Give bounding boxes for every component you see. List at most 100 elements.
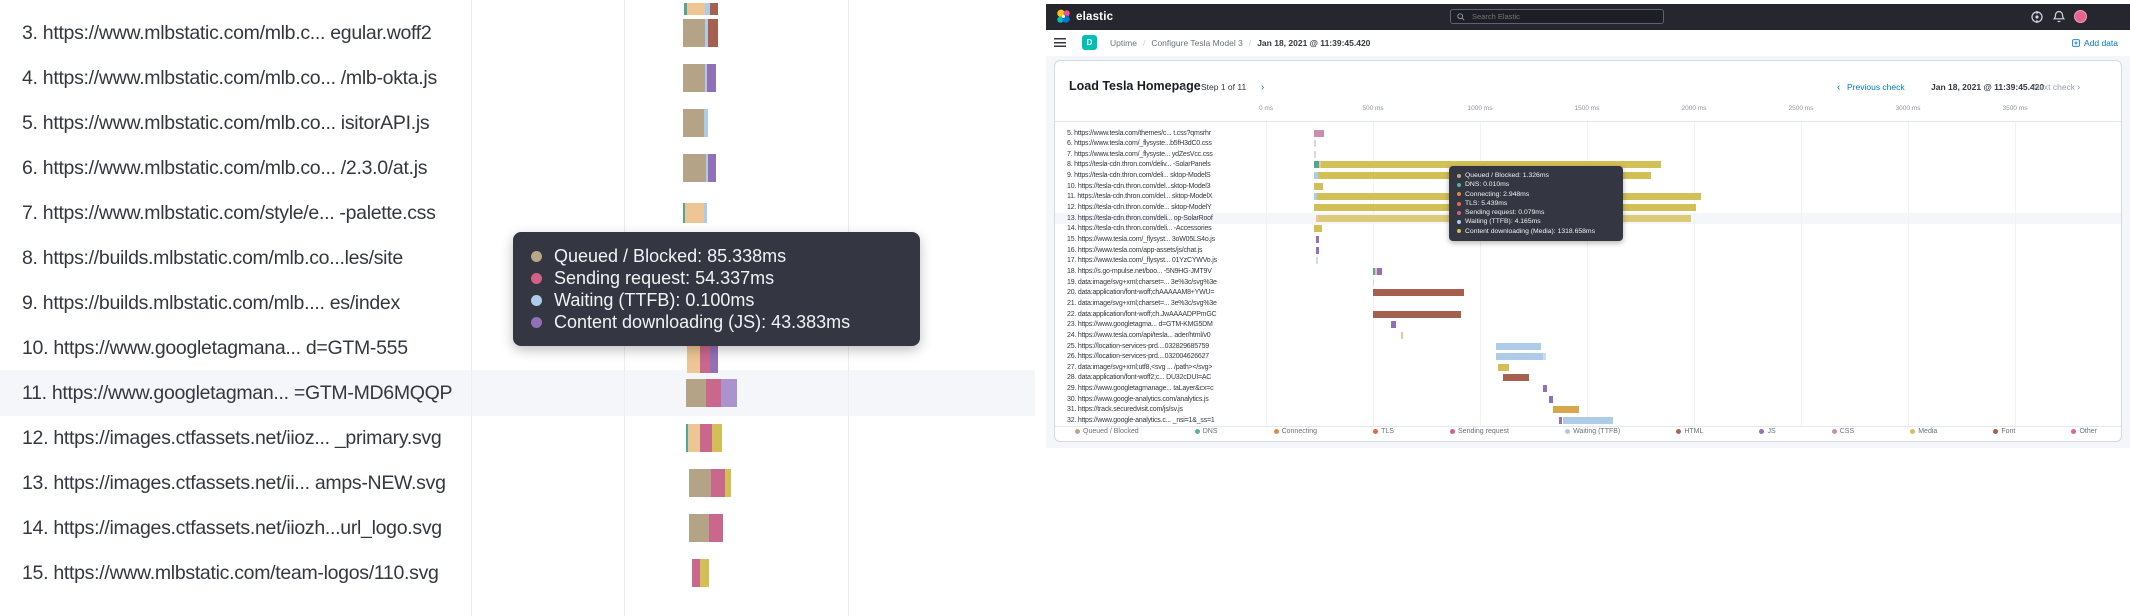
bar-segment-dns[interactable]	[683, 203, 685, 223]
bar-segment-sending-request[interactable]	[700, 424, 712, 452]
elastic-logo[interactable]: elastic	[1056, 9, 1113, 24]
add-data-button[interactable]: Add data	[2072, 30, 2118, 56]
bar-segment-other[interactable]	[1314, 140, 1316, 148]
bar-segment-other[interactable]	[1543, 353, 1546, 361]
legend-label: Queued / Blocked	[1083, 427, 1139, 435]
request-url: 12. https://tesla-cdn.thron.com/de... sk…	[1067, 204, 1212, 212]
bar-segment-download-js[interactable]	[1549, 395, 1553, 403]
bar-segment-queued-blocked[interactable]	[683, 19, 705, 47]
bar-segment-connecting[interactable]	[1401, 331, 1403, 339]
bar-segment-download-js[interactable]	[1543, 385, 1547, 393]
bar-segment-sending-request[interactable]	[706, 379, 721, 407]
bar-segment-download-js[interactable]	[707, 64, 716, 92]
bar-segment-queued-blocked[interactable]	[689, 514, 709, 542]
bar-segment-sending-request[interactable]	[700, 345, 710, 373]
bar-segment-connecting[interactable]	[685, 203, 704, 223]
bar-segment-download-js[interactable]	[1316, 236, 1319, 243]
bar-segment-download-font[interactable]	[708, 19, 718, 47]
bar-segment-queued-blocked[interactable]	[689, 469, 711, 497]
bar-segment-connecting[interactable]	[1375, 267, 1377, 275]
breadcrumb-monitor[interactable]: Configure Tesla Model 3	[1151, 38, 1243, 48]
bar-segment-waiting-ttfb[interactable]	[1496, 342, 1541, 350]
bar-segment-other[interactable]	[1373, 278, 1374, 286]
step-title: Load Tesla Homepage	[1069, 79, 1201, 93]
bar-segment-download-media[interactable]	[1321, 161, 1661, 169]
axis-tick-label: 2500 ms	[1788, 105, 1814, 112]
alerts-bell-icon[interactable]	[2052, 10, 2066, 24]
bar-segment-download-media[interactable]	[700, 559, 709, 587]
bar-segment-waiting-ttfb[interactable]	[704, 203, 707, 223]
bar-segment-dns[interactable]	[1373, 267, 1375, 275]
menu-hamburger-icon[interactable]	[1054, 38, 1066, 47]
bar-segment-download-font[interactable]	[710, 3, 718, 15]
bar-segment-sending-request[interactable]	[711, 469, 725, 497]
bar-segment-sending-request[interactable]	[692, 559, 700, 587]
bar-segment-connecting[interactable]	[687, 3, 705, 15]
bar-segment-other[interactable]	[1314, 150, 1316, 158]
bar-segment-sending-request[interactable]	[709, 514, 723, 542]
request-url: 3. https://www.mlbstatic.com/mlb.c... eg…	[22, 22, 432, 44]
bar-segment-download-font[interactable]	[1373, 289, 1464, 297]
bar-segment-download-media[interactable]	[725, 469, 731, 497]
bar-segment-waiting-ttfb[interactable]	[1563, 417, 1613, 425]
next-check-button[interactable]: Next check	[2033, 82, 2076, 92]
bar-segment-download-js[interactable]	[1377, 267, 1382, 275]
bar-segment-download-js[interactable]	[1559, 417, 1562, 425]
step-next-chevron-icon[interactable]: ›	[1261, 82, 1265, 93]
bar-segment-download-font[interactable]	[1503, 374, 1529, 382]
space-badge[interactable]: D	[1082, 35, 1097, 50]
bar-segment-dns[interactable]	[684, 3, 687, 15]
request-url: 31. https://track.securedvisit.com/js/sv…	[1067, 406, 1183, 414]
bar-segment-download-js[interactable]	[1316, 246, 1319, 254]
bar-segment-download-font[interactable]	[1373, 310, 1461, 318]
check-timestamp: Jan 18, 2021 @ 11:39:45.420	[1931, 82, 2045, 92]
bar-segment-download-css[interactable]	[1314, 129, 1324, 137]
bar-segment-download-js[interactable]	[1391, 321, 1396, 329]
bar-segment-download-media[interactable]	[1498, 363, 1509, 371]
bar-segment-waiting-ttfb[interactable]	[706, 154, 708, 182]
bar-segment-download-js[interactable]	[721, 379, 737, 407]
request-url: 16. https://www.tesla.com/app-assets/js/…	[1067, 246, 1203, 254]
bar-segment-dns[interactable]	[1314, 161, 1319, 169]
bar-segment-other[interactable]	[1316, 257, 1318, 265]
previous-check-button[interactable]: Previous check	[1847, 82, 1905, 92]
search-input[interactable]	[1470, 11, 1657, 22]
breadcrumb-uptime[interactable]: Uptime	[1110, 38, 1137, 48]
phase-color-dot	[531, 272, 542, 284]
timeline-gridline	[1908, 122, 1909, 426]
bar-segment-download-media[interactable]	[1314, 182, 1323, 190]
bar-segment-download-media[interactable]	[1314, 225, 1322, 233]
bar-segment-connecting[interactable]	[1316, 214, 1319, 222]
bar-segment-waiting-ttfb[interactable]	[1314, 193, 1317, 201]
bar-segment-waiting-ttfb[interactable]	[705, 3, 710, 15]
request-url: 12. https://images.ctfassets.net/iioz...…	[22, 427, 442, 449]
request-url: 14. https://images.ctfassets.net/iiozh..…	[22, 517, 442, 539]
bar-segment-waiting-ttfb[interactable]	[1496, 353, 1543, 361]
tooltip-line-text: DNS: 0.010ms	[1465, 181, 1510, 189]
bar-segment-queued-blocked[interactable]	[686, 379, 706, 407]
bar-segment-connecting[interactable]	[1553, 406, 1579, 414]
deployment-icon[interactable]	[2030, 10, 2044, 24]
bar-segment-waiting-ttfb[interactable]	[1314, 172, 1318, 180]
search-input-box[interactable]	[1450, 9, 1664, 24]
bar-segment-connecting[interactable]	[1319, 161, 1321, 169]
bar-segment-download-js[interactable]	[710, 345, 718, 373]
legend-color-dot	[1194, 428, 1200, 434]
user-avatar[interactable]	[2074, 10, 2087, 23]
bar-segment-waiting-ttfb[interactable]	[704, 109, 708, 137]
bar-segment-connecting[interactable]	[687, 345, 700, 373]
bar-segment-waiting-ttfb[interactable]	[705, 19, 708, 47]
bar-segment-queued-blocked[interactable]	[683, 109, 704, 137]
bar-segment-queued-blocked[interactable]	[683, 154, 706, 182]
bar-segment-waiting-ttfb[interactable]	[705, 64, 707, 92]
bar-segment-dns[interactable]	[686, 424, 688, 452]
request-url: 24. https://www.tesla.com/api/tesla... a…	[1067, 331, 1211, 339]
step-prev-chevron-icon[interactable]: ‹	[1183, 82, 1187, 93]
phase-color-dot	[531, 250, 542, 262]
bar-segment-queued-blocked[interactable]	[683, 64, 705, 92]
bar-segment-connecting[interactable]	[688, 424, 700, 452]
timeline-gridline	[1694, 122, 1695, 426]
bar-segment-download-js[interactable]	[708, 154, 716, 182]
bar-segment-download-media[interactable]	[712, 424, 722, 452]
step-waterfall-card: Load Tesla Homepage ‹ Step 1 of 11 › ‹ P…	[1054, 60, 2122, 442]
